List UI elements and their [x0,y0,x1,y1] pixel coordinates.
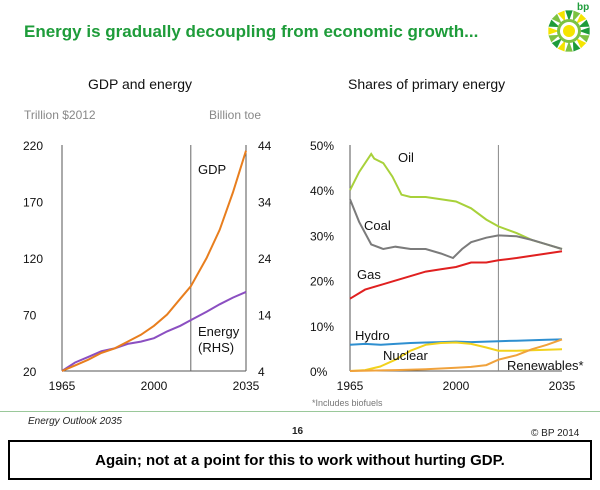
helios-ray [557,40,566,52]
page-number: 16 [292,426,304,437]
y-tick-left: 20 [23,365,37,379]
x-tick: 2000 [141,379,168,393]
charts-canvas: 20 70 120 170 220 4 14 24 34 44 1965 2000 2035 GDP Ene… [23,139,584,393]
hydro-label: Hydro [355,328,390,343]
caption-box: Again; not at a point for this to work w… [8,440,592,480]
y-tick-left: 220 [23,139,43,153]
left-chart: 20 70 120 170 220 4 14 24 34 44 1965 2000 2035 GDP Ene… [23,139,272,393]
helios-ray [557,10,566,22]
left-chart-title: GDP and energy [88,76,193,92]
oil-series-line [349,152,563,250]
shares-y-tick: 20% [310,275,334,289]
y-tick-right: 34 [258,196,272,210]
helios-ray [548,27,559,35]
slide-title: Energy is gradually decoupling from econ… [24,22,479,41]
nuclear-label: Nuclear [383,348,428,363]
footer-divider [0,411,600,412]
helios-ray [576,38,587,49]
y-tick-left: 170 [23,196,43,210]
y-tick-left: 120 [23,252,43,266]
shares-y-tick: 30% [310,229,334,243]
x-tick: 1965 [49,379,76,393]
coal-series-line [349,198,563,260]
shares-x-tick: 2000 [443,379,470,393]
shares-x-tick: 2035 [549,379,576,393]
renewables-label: Renewables* [507,358,584,373]
shares-x-tick: 1965 [337,379,364,393]
helios-ray [572,10,581,22]
helios-ray [548,34,560,43]
energy-series-line [61,290,247,372]
y-tick-left: 70 [23,309,37,323]
oil-label: Oil [398,150,414,165]
y-tick-right: 44 [258,139,272,153]
x-tick: 2035 [233,379,260,393]
bp-wordmark: bp [577,2,590,13]
right-chart: 0% 10% 20% 30% 40% 50% 1965 2000 2035 Oil Coal Gas H… [310,139,584,393]
right-axis-unit: Billion toe [209,108,262,122]
gas-series-line [349,250,563,300]
helios-ray [565,10,573,21]
right-chart-title: Shares of primary energy [348,76,506,92]
left-axis-unit: Trillion $2012 [24,108,96,122]
helios-ray [578,34,590,43]
footnote: *Includes biofuels [312,398,383,408]
footer-left: Energy Outlook 2035 [28,416,122,427]
helios-ray [551,13,562,24]
coal-label: Coal [364,218,391,233]
y-tick-right: 24 [258,252,272,266]
helios-ray [576,13,587,24]
shares-y-tick: 40% [310,184,334,198]
shares-y-tick: 10% [310,320,334,334]
gas-label: Gas [357,267,381,282]
helios-ray [572,40,581,52]
bp-helios-icon [548,10,590,52]
helios-ray [579,27,590,35]
helios-ray [548,19,560,28]
gdp-label: GDP [198,162,226,177]
gdp-series-line [61,150,247,372]
helios-ray [565,41,573,52]
shares-y-tick: 50% [310,139,334,153]
energy-label: Energy [198,324,240,339]
helios-ray [578,19,590,28]
footer-right: © BP 2014 [531,428,580,439]
y-tick-right: 14 [258,309,272,323]
energy-label-rhs: (RHS) [198,340,234,355]
helios-ray [551,38,562,49]
y-tick-right: 4 [258,365,265,379]
renewables-series-line [349,338,563,372]
shares-y-tick: 0% [310,365,328,379]
